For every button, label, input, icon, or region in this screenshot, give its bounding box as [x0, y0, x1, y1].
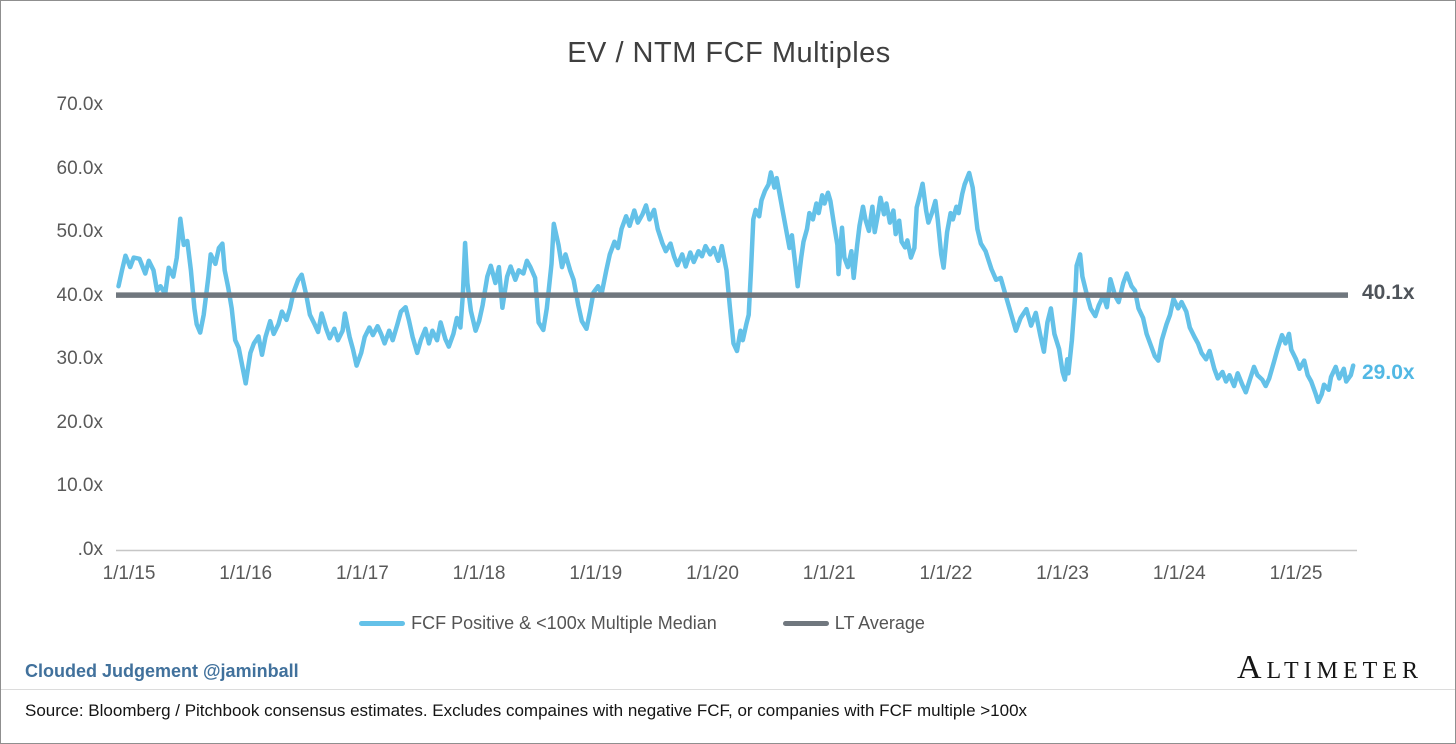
- legend-item-fcf-median: FCF Positive & <100x Multiple Median: [359, 613, 717, 634]
- y-tick-label: 30.0x: [56, 348, 103, 370]
- footer-divider: [1, 689, 1455, 690]
- current-value-label: 29.0x: [1362, 360, 1415, 384]
- legend-label-lt-average: LT Average: [834, 613, 925, 633]
- y-tick-label: .0x: [77, 539, 103, 560]
- x-tick-label: 1/1/17: [335, 563, 389, 584]
- lt-average-value-label: 40.1x: [1362, 281, 1415, 305]
- x-tick-label: 1/1/15: [102, 563, 156, 584]
- x-tick-label: 1/1/21: [802, 563, 856, 584]
- chart-title: EV / NTM FCF Multiples: [567, 37, 891, 69]
- y-tick-label: 10.0x: [56, 475, 103, 497]
- x-tick-label: 1/1/23: [1036, 563, 1089, 584]
- y-tick-label: 60.0x: [56, 157, 103, 179]
- altimeter-logo: Altimeter: [1237, 649, 1423, 686]
- x-tick-label: 1/1/24: [1152, 563, 1206, 584]
- x-tick-label: 1/1/18: [452, 563, 506, 584]
- fcf-median-line: [116, 170, 1356, 405]
- legend-item-lt-average: LT Average: [782, 613, 925, 634]
- x-tick-label: 1/1/22: [919, 563, 973, 584]
- legend-label-fcf-median: FCF Positive & <100x Multiple Median: [411, 613, 717, 633]
- x-tick-label: 1/1/16: [219, 563, 273, 584]
- x-tick-label: 1/1/25: [1269, 563, 1323, 584]
- x-tick-label: 1/1/19: [569, 563, 623, 584]
- legend: FCF Positive & <100x Multiple Median LT …: [1, 613, 1370, 634]
- lt-average-line-swatch: [782, 621, 829, 626]
- y-tick-label: 40.0x: [56, 284, 103, 306]
- source-note: Source: Bloomberg / Pitchbook consensus …: [25, 701, 1028, 720]
- byline: Clouded Judgement @jaminball: [25, 661, 299, 681]
- y-tick-label: 20.0x: [56, 411, 103, 433]
- x-tick-label: 1/1/20: [686, 563, 739, 584]
- y-tick-label: 70.0x: [56, 94, 103, 115]
- fcf-median-line-swatch: [359, 621, 406, 626]
- y-tick-label: 50.0x: [56, 221, 103, 243]
